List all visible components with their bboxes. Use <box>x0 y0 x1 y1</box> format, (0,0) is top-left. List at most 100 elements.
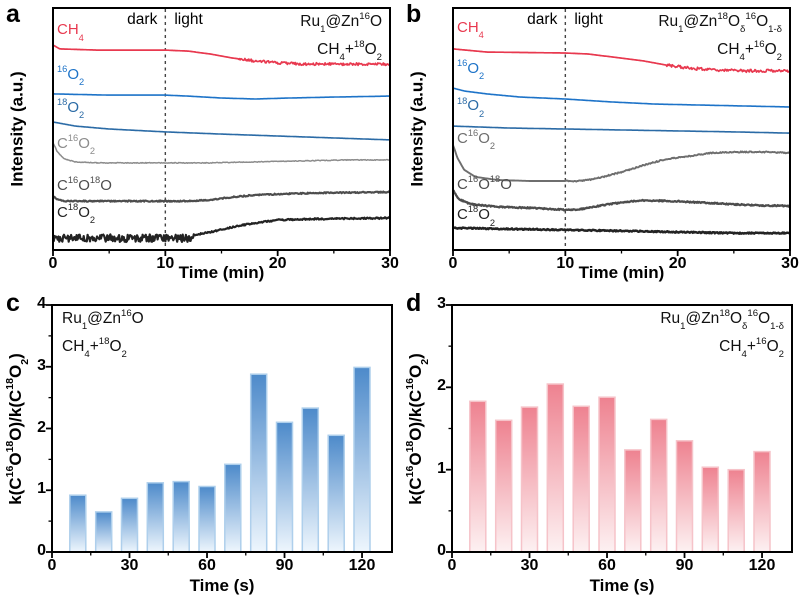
bar-c-t30 <box>120 497 139 553</box>
bar-c-t60 <box>198 485 216 553</box>
bar-c-t120 <box>353 366 371 553</box>
bar-d-t50 <box>572 405 590 553</box>
x-axis-label-b: Time (min) <box>578 263 665 282</box>
title-line-a-0: Ru1@Zn16O <box>300 10 382 36</box>
series-label-b: 18O2 <box>457 95 485 119</box>
y-tick-c-3: 3 <box>37 356 46 374</box>
title-line-c-1: CH4+18O2 <box>62 335 127 361</box>
x-axis-label-d: Time (s) <box>589 576 655 595</box>
series-label-b: C16O2 <box>457 128 496 152</box>
series-label-b: CH4 <box>457 18 484 41</box>
panel-a: a Intensity (a.u.) Time (min) dark light C… <box>0 0 400 285</box>
bar-d-t60 <box>598 396 616 553</box>
title-line-c-0: Ru1@Zn16O <box>62 307 144 333</box>
series-b <box>452 144 791 183</box>
chart-svg-c <box>46 304 393 558</box>
bar-c-t50 <box>172 480 190 553</box>
y-axis-label-c: k(C16O18O)/k(C18O2) <box>4 352 32 505</box>
bar-d-t40 <box>546 383 565 553</box>
y-tick-d-3: 3 <box>437 295 446 312</box>
x-tick-a-0: 0 <box>48 255 58 272</box>
plot-area-a: dark light CH4 16O2 18O2 C16O2 C16O18O C18O2 0 10… <box>0 0 400 285</box>
series-a <box>52 190 390 203</box>
y-tick-c-1: 1 <box>37 480 46 498</box>
y-tick-c-4: 4 <box>37 295 46 312</box>
title-line-d-1: CH4+16O2 <box>719 335 784 361</box>
x-tick-c-0: 0 <box>47 557 57 574</box>
series-label-b: 16O2 <box>457 57 485 82</box>
series-a <box>53 93 390 100</box>
bar-c-t90 <box>275 421 294 553</box>
panel-letter-a: a <box>6 0 20 28</box>
bar-c-t110 <box>327 434 345 553</box>
y-axis-label-box-b: Intensity (a.u.) <box>402 8 434 250</box>
x-tick-a-10: 10 <box>156 255 175 272</box>
x-tick-b-0: 0 <box>448 255 458 272</box>
light-label-a: light <box>174 11 203 28</box>
dark-label-a: dark <box>127 11 158 28</box>
x-tick-d-0: 0 <box>447 557 457 574</box>
series-label-a: CH4 <box>57 21 84 43</box>
y-tick-d-0: 0 <box>437 542 446 559</box>
y-axis-label-box-c: k(C16O18O)/k(C18O2) <box>0 305 32 552</box>
y-axis-label-d: k(C16O18O)/k(C16O2) <box>404 352 432 505</box>
bar-c-t40 <box>146 482 165 553</box>
panel-d: d k(C16O18O)/k(C16O2) Time (s) 0 1 2 3 0 30 60… <box>400 285 800 602</box>
bar-c-t20 <box>94 511 113 553</box>
x-tick-b-30: 30 <box>781 255 799 272</box>
bar-d-t110 <box>727 468 745 553</box>
y-axis-label-a: Intensity (a.u.) <box>8 71 28 187</box>
title-line-a-1: CH4+18O2 <box>317 38 382 64</box>
series-label-a: 18O2 <box>57 96 85 120</box>
series-a <box>52 121 390 141</box>
x-axis-label-a: Time (min) <box>178 263 265 282</box>
series-label-b: C16O18O <box>457 174 512 194</box>
series-a <box>52 142 390 164</box>
x-tick-c-60: 60 <box>198 557 216 574</box>
x-tick-c-90: 90 <box>275 557 294 574</box>
x-tick-d-120: 120 <box>748 557 776 574</box>
y-axis-label-b: Intensity (a.u.) <box>408 71 428 187</box>
dark-label-b: dark <box>527 11 558 28</box>
bar-c-t70 <box>224 463 242 553</box>
series-b <box>452 48 790 74</box>
x-tick-a-30: 30 <box>381 255 399 272</box>
series-label-a: C18O2 <box>57 201 96 226</box>
x-tick-c-120: 120 <box>348 557 376 574</box>
bar-c-t100 <box>301 407 320 553</box>
x-tick-b-20: 20 <box>668 255 687 272</box>
panel-b: b Intensity (a.u.) Time (min) dark light C… <box>400 0 800 285</box>
plot-area-c: 0 1 2 3 4 0 30 60 90 120 Ru1@Zn16O CH4+18O2 <box>0 285 400 602</box>
plot-area-d: 0 1 2 3 0 30 60 90 120 Ru1@Zn18Oδ16O1-δ CH4+16O2 <box>400 285 800 602</box>
bar-d-t90 <box>675 440 694 553</box>
x-tick-d-90: 90 <box>675 557 694 574</box>
plot-area-b: dark light CH4 16O2 18O2 C16O2 C16O18O C18O2 0 10… <box>400 0 800 285</box>
y-tick-d-2: 2 <box>437 377 446 395</box>
bar-d-t120 <box>753 450 771 553</box>
bar-d-t100 <box>701 466 720 553</box>
series-label-b: C18O2 <box>457 204 496 228</box>
series-a <box>52 216 391 244</box>
panel-letter-d: d <box>406 289 422 317</box>
panel-c: c k(C16O18O)/k(C18O2) Time (s) 0 1 2 3 4 0 30 6… <box>0 285 400 602</box>
bar-d-t10 <box>469 400 487 553</box>
panel-letter-b: b <box>406 0 422 28</box>
x-tick-c-30: 30 <box>120 557 139 574</box>
series-b <box>453 125 790 134</box>
bar-c-t10 <box>69 494 87 553</box>
title-line-b-0: Ru1@Zn18Oδ16O1-δ <box>658 10 782 36</box>
bar-d-t30 <box>520 406 539 553</box>
panel-letter-c: c <box>6 289 20 317</box>
y-axis-label-box-a: Intensity (a.u.) <box>2 8 34 250</box>
x-tick-d-30: 30 <box>520 557 539 574</box>
bar-d-t20 <box>494 419 513 553</box>
y-tick-d-1: 1 <box>437 459 446 477</box>
y-tick-c-0: 0 <box>37 542 46 559</box>
y-tick-c-2: 2 <box>37 418 46 436</box>
series-b <box>452 189 791 212</box>
title-line-d-0: Ru1@Zn18Oδ16O1-δ <box>660 307 784 333</box>
x-tick-d-60: 60 <box>598 557 616 574</box>
chart-svg-a <box>52 7 391 256</box>
bar-d-t80 <box>649 418 668 553</box>
